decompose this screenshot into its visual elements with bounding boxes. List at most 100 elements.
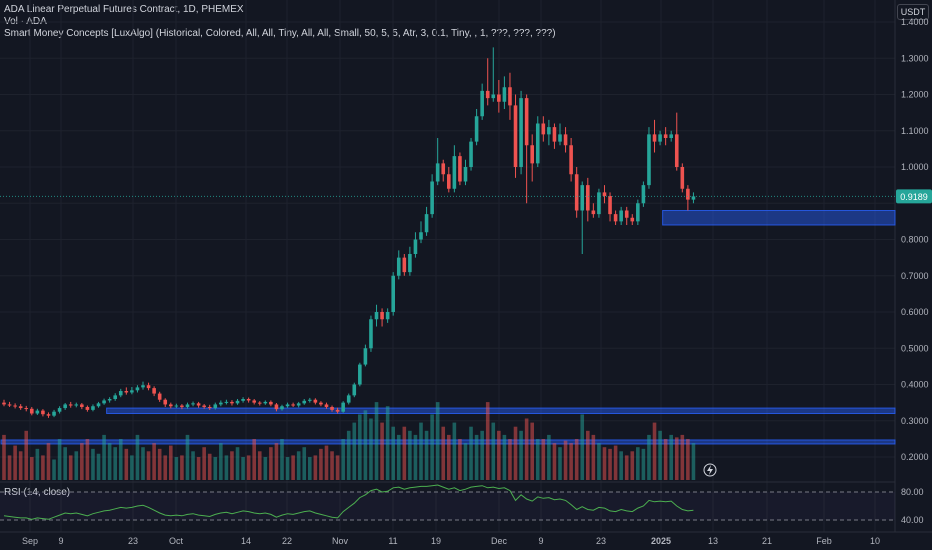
volume-bar — [597, 443, 601, 480]
volume-bar — [135, 434, 140, 480]
volume-bar — [530, 422, 534, 480]
volume-bar — [608, 448, 612, 480]
candle-body — [430, 181, 434, 215]
volume-bar — [613, 445, 618, 480]
candle-body — [502, 87, 507, 102]
volume-bar — [380, 422, 384, 480]
volume-bar — [113, 447, 117, 480]
candle-body — [146, 385, 151, 389]
price-axis-label: 1.3000 — [901, 53, 929, 63]
volume-bar — [2, 434, 6, 480]
volume-bar — [263, 457, 268, 480]
candle-body — [391, 275, 395, 312]
candle-body — [647, 134, 651, 186]
chart-title: ADA Linear Perpetual Futures Contract, 1… — [4, 4, 244, 15]
volume-bar — [385, 406, 390, 480]
volume-bar — [402, 426, 407, 480]
candle-body — [597, 192, 601, 215]
volume-bar — [391, 426, 395, 480]
candle-body — [291, 404, 295, 406]
candle-body — [424, 214, 429, 233]
candle-body — [157, 393, 162, 400]
candle-body — [547, 127, 551, 135]
candle-body — [280, 406, 284, 410]
volume-bar — [485, 402, 490, 480]
candle-body — [80, 404, 84, 407]
candle-body — [41, 410, 45, 415]
candle-body — [352, 384, 357, 396]
volume-bar — [224, 455, 229, 480]
time-axis-label: 23 — [128, 536, 138, 546]
candle-body — [619, 210, 623, 222]
candle-body — [313, 399, 318, 403]
candle-body — [658, 134, 662, 142]
volume-bar — [574, 439, 579, 480]
candle-body — [491, 94, 496, 99]
volume-bar — [285, 457, 290, 480]
volume-bar — [691, 443, 696, 480]
currency-button[interactable]: USDT — [897, 4, 929, 20]
volume-bar — [146, 451, 151, 480]
candle-body — [46, 414, 51, 416]
price-axis-label: 0.2000 — [901, 452, 929, 462]
candle-body — [274, 404, 279, 410]
volume-bar — [202, 447, 206, 480]
candle-body — [96, 403, 101, 407]
candle-body — [641, 185, 646, 204]
candle-body — [91, 406, 95, 410]
candle-body — [652, 134, 657, 142]
candle-body — [563, 134, 568, 146]
candle-body — [480, 90, 484, 117]
candle-body — [519, 98, 523, 167]
candle-body — [241, 399, 245, 401]
volume-bar — [319, 448, 323, 480]
volume-bar — [85, 439, 90, 480]
volume-bar — [441, 426, 446, 480]
price-axis-label: 0.5000 — [901, 343, 929, 353]
candle-body — [369, 319, 373, 349]
volume-bar — [13, 445, 17, 480]
last-price-label: 0.9189 — [900, 192, 928, 202]
volume-bar — [185, 434, 190, 480]
candle-body — [124, 391, 129, 393]
candle-body — [402, 257, 407, 273]
volume-bar — [408, 430, 412, 480]
price-axis-label: 0.3000 — [901, 416, 929, 426]
volume-bar — [535, 439, 540, 480]
time-axis-label: 9 — [58, 536, 63, 546]
candle-body — [24, 408, 29, 410]
volume-bar — [469, 426, 473, 480]
volume-bar — [141, 447, 145, 480]
volume-bar — [396, 434, 401, 480]
time-axis-label: Nov — [332, 536, 349, 546]
candle-body — [452, 156, 457, 189]
time-axis-label: 9 — [538, 536, 543, 546]
candle-body — [341, 402, 345, 412]
volume-bar — [152, 443, 156, 480]
candle-body — [180, 405, 184, 407]
candle-body — [541, 123, 546, 135]
candle-body — [319, 402, 323, 405]
candle-body — [458, 156, 462, 182]
volume-bar — [419, 422, 423, 480]
candle-body — [385, 312, 390, 320]
volume-bar — [619, 451, 623, 480]
price-axis-label: 1.2000 — [901, 90, 929, 100]
candle-body — [213, 404, 218, 409]
volume-bar — [252, 439, 256, 480]
candle-body — [586, 185, 590, 211]
candle-body — [602, 192, 607, 196]
volume-bar — [652, 422, 657, 480]
volume-bar — [580, 414, 585, 480]
candle-body — [252, 400, 256, 403]
candle-body — [7, 404, 12, 406]
volume-bar — [308, 457, 312, 480]
candle-body — [558, 134, 562, 142]
candle-body — [497, 94, 501, 102]
candle-body — [224, 401, 229, 403]
candle-body — [580, 185, 585, 211]
time-axis-label: 23 — [596, 536, 606, 546]
volume-bar — [130, 455, 134, 480]
candle-body — [535, 123, 540, 164]
